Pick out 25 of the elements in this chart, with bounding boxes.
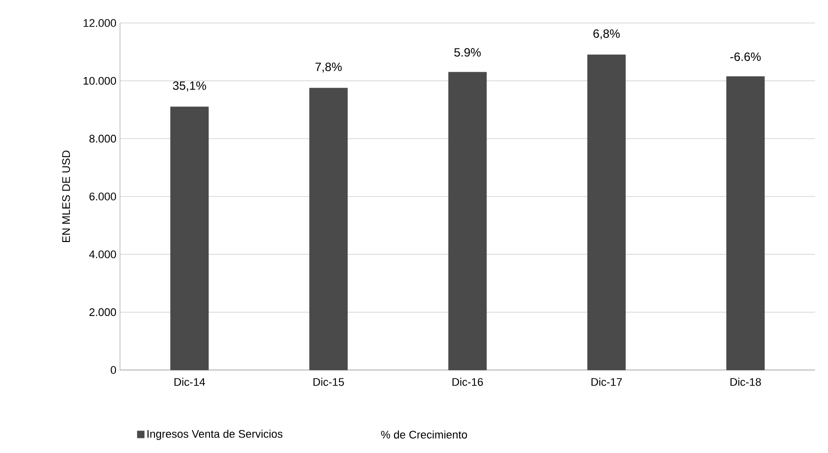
bar: [726, 76, 765, 370]
bar: [170, 106, 209, 370]
legend-label: Ingresos Venta de Servicios: [148, 430, 282, 440]
x-tick-label: Dic-15: [314, 378, 344, 386]
annotation: 5.9%: [454, 48, 481, 57]
x-tick-label: Dic-14: [174, 378, 206, 386]
annotation: 6,8%: [593, 29, 620, 40]
y-tick-label: 12.000: [84, 19, 116, 27]
bar: [309, 88, 348, 370]
annotation: 7,8%: [315, 62, 342, 73]
y-tick-label: 8.000: [89, 134, 116, 143]
x-tick-label: Dic-18: [730, 378, 761, 386]
text: % de Crecimiento: [381, 430, 467, 439]
bar: [448, 72, 487, 370]
x-tick-label: Dic-17: [592, 378, 622, 386]
y-tick-label: 10.000: [84, 76, 116, 85]
x-tick-label: Dic-16: [452, 378, 483, 386]
annotation: -6.6%: [730, 52, 761, 61]
y-axis-title: EN MLES DE USD: [62, 150, 70, 242]
bar: [587, 54, 626, 370]
y-tick-label: 2.000: [89, 308, 116, 316]
annotation: 35,1%: [172, 81, 206, 92]
y-tick-label: 6.000: [90, 192, 116, 200]
y-tick-label: 0: [110, 366, 116, 374]
y-tick-label: 4.000: [89, 250, 116, 258]
